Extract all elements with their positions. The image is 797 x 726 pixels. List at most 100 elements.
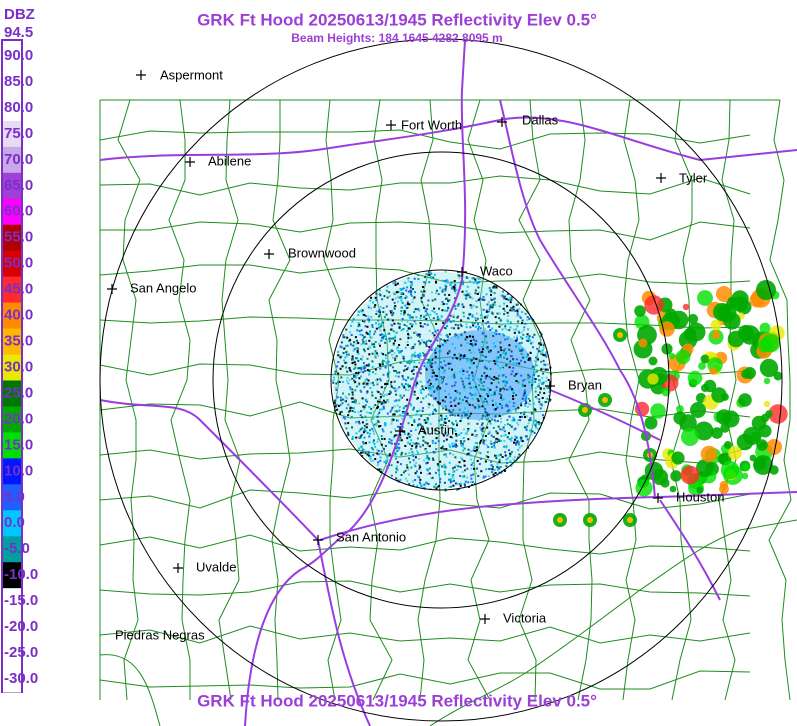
echo-pixel: [387, 352, 390, 355]
echo-pixel: [399, 288, 402, 290]
echo-pixel: [452, 477, 455, 480]
echo-pixel: [448, 333, 451, 336]
echo-pixel: [488, 420, 491, 423]
echo-pixel: [371, 352, 374, 355]
echo-pixel: [408, 457, 411, 460]
echo-pixel: [458, 397, 461, 400]
echo-pixel: [411, 377, 414, 380]
echo-pixel: [422, 341, 425, 344]
echo-pixel: [444, 284, 447, 287]
echo-pixel: [456, 390, 459, 393]
echo-pixel: [529, 339, 531, 342]
echo-pixel: [371, 326, 374, 328]
echo-pixel: [374, 330, 377, 333]
echo-pixel: [475, 397, 478, 400]
echo-pixel: [371, 360, 374, 363]
echo-pixel: [436, 318, 439, 321]
echo-pixel: [395, 465, 398, 468]
echo-pixel: [357, 436, 360, 439]
echo-pixel: [360, 375, 363, 378]
echo-pixel: [510, 436, 513, 439]
echo-pixel: [449, 452, 452, 455]
echo-pixel: [394, 454, 397, 457]
echo-pixel: [416, 410, 419, 413]
echo-pixel: [356, 339, 358, 342]
echo-pixel: [482, 299, 485, 301]
echo-pixel: [359, 358, 362, 360]
echo-pixel: [460, 325, 463, 328]
echo-pixel: [444, 342, 447, 344]
echo-pixel: [356, 374, 358, 377]
echo-pixel: [462, 402, 465, 405]
echo-pixel: [462, 476, 465, 478]
storm-cell: [711, 330, 721, 340]
echo-pixel: [391, 406, 394, 409]
echo-pixel: [416, 333, 419, 336]
storm-cell: [657, 373, 665, 381]
echo-pixel: [511, 370, 514, 373]
echo-pixel: [472, 346, 475, 349]
echo-pixel: [393, 436, 395, 439]
echo-pixel: [429, 313, 432, 316]
scale-swatch: [3, 484, 21, 511]
scale-label: 0.0: [4, 514, 25, 531]
echo-pixel: [357, 342, 360, 344]
echo-pixel: [496, 438, 499, 441]
echo-pixel: [497, 468, 500, 471]
echo-pixel: [427, 387, 430, 390]
city-label: Piedras Negras: [115, 627, 205, 642]
echo-pixel: [533, 431, 536, 434]
echo-pixel: [385, 289, 388, 292]
echo-pixel: [515, 329, 518, 332]
echo-pixel: [406, 361, 409, 364]
county-line: [323, 99, 342, 701]
echo-pixel: [416, 355, 419, 358]
echo-pixel: [389, 391, 392, 394]
echo-pixel: [525, 394, 528, 397]
echo-pixel: [419, 317, 422, 320]
echo-pixel: [518, 315, 521, 318]
echo-pixel: [351, 407, 354, 410]
echo-pixel: [540, 422, 543, 425]
echo-pixel: [459, 420, 462, 422]
echo-pixel: [487, 456, 490, 459]
echo-pixel: [396, 450, 399, 452]
storm-cell: [763, 377, 771, 385]
echo-pixel: [478, 463, 481, 465]
echo-pixel: [451, 385, 454, 388]
echo-pixel: [389, 410, 392, 413]
echo-pixel: [474, 341, 477, 344]
echo-pixel: [480, 392, 483, 395]
echo-pixel: [494, 415, 497, 418]
echo-pixel: [465, 290, 468, 293]
echo-pixel: [415, 316, 418, 319]
echo-pixel: [503, 388, 506, 391]
echo-pixel: [366, 384, 369, 387]
echo-pixel: [484, 415, 487, 418]
echo-pixel: [433, 350, 435, 353]
echo-pixel: [485, 322, 488, 325]
echo-pixel: [498, 454, 501, 457]
echo-pixel: [410, 466, 413, 469]
echo-pixel: [463, 447, 466, 450]
echo-pixel: [529, 379, 532, 382]
echo-pixel: [440, 365, 443, 368]
echo-pixel: [492, 394, 495, 396]
echo-pixel: [511, 388, 514, 391]
echo-pixel: [365, 419, 368, 422]
echo-pixel: [376, 468, 379, 471]
echo-pixel: [517, 423, 520, 426]
echo-pixel: [533, 378, 536, 381]
echo-pixel: [475, 448, 478, 451]
echo-pixel: [502, 387, 505, 390]
echo-pixel: [474, 278, 477, 281]
echo-pixel: [495, 377, 498, 380]
echo-pixel: [390, 337, 393, 340]
echo-pixel: [382, 399, 385, 402]
echo-pixel: [467, 452, 470, 455]
echo-pixel: [481, 388, 484, 391]
echo-pixel: [372, 371, 374, 374]
echo-pixel: [517, 381, 520, 384]
echo-pixel: [520, 439, 523, 442]
echo-pixel: [472, 324, 475, 327]
